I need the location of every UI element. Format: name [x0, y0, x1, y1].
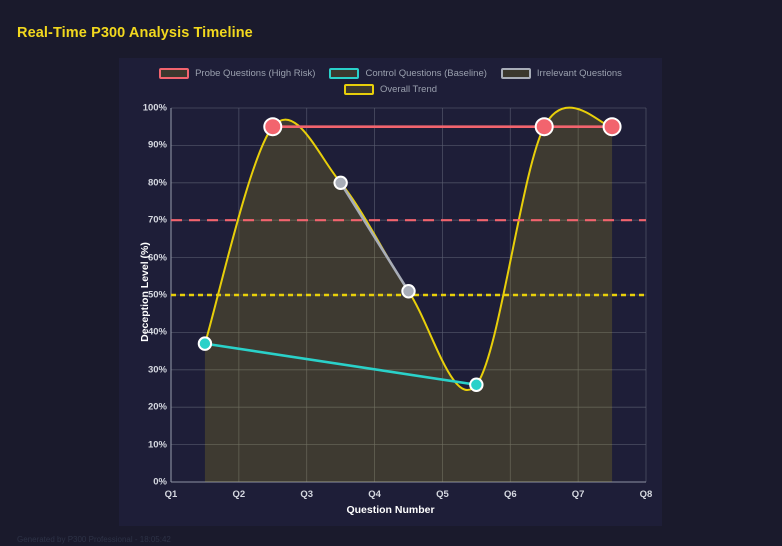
data-point-marker[interactable]: [263, 117, 283, 137]
data-point-marker[interactable]: [401, 284, 416, 299]
legend-item-label: Irrelevant Questions: [536, 68, 622, 79]
y-tick-label: 50%: [147, 289, 167, 301]
legend-swatch-icon: [329, 68, 360, 79]
x-tick-label: Q1: [164, 489, 178, 500]
data-point-marker[interactable]: [197, 336, 213, 351]
data-point-marker[interactable]: [469, 377, 484, 392]
data-point-marker[interactable]: [602, 117, 622, 137]
x-tick-label: Q8: [639, 489, 653, 500]
chart-legend: Probe Questions (High Risk) Control Quest…: [119, 68, 662, 95]
plot-area: 0% 10% 20% 30% 40% 50% 60% 70% 80% 90% 100% Q1 Q2 Q3…: [119, 58, 662, 526]
legend-swatch-icon: [159, 68, 190, 79]
x-tick-label: Q6: [503, 489, 517, 500]
x-tick-label: Q3: [300, 489, 314, 500]
data-point-marker[interactable]: [333, 175, 348, 191]
y-tick-label: 70%: [147, 214, 167, 226]
y-tick-label: 90%: [147, 139, 167, 151]
y-tick-label: 10%: [147, 439, 167, 451]
y-axis-title: Deception Level (%): [139, 242, 151, 342]
plot-svg: [170, 106, 647, 483]
x-tick-label: Q7: [571, 489, 585, 500]
legend-item[interactable]: Overall Trend: [343, 84, 438, 95]
x-tick-label: Q4: [368, 489, 381, 500]
data-point-marker[interactable]: [534, 117, 554, 137]
y-tick-label: 0%: [153, 476, 167, 488]
legend-item-label: Control Questions (Baseline): [365, 68, 487, 79]
y-axis-title-holder: Deception Level (%): [125, 58, 151, 526]
legend-item[interactable]: Irrelevant Questions: [500, 68, 622, 79]
x-tick-label: Q5: [436, 489, 449, 500]
legend-item[interactable]: Control Questions (Baseline): [329, 68, 487, 79]
legend-swatch-icon: [500, 68, 531, 79]
x-axis-ticks: Q1 Q2 Q3 Q4 Q5 Q6 Q7 Q8: [119, 58, 662, 526]
legend-item-label: Probe Questions (High Risk): [195, 68, 316, 79]
footer-text: Generated by P300 Professional - 18:05:4…: [17, 535, 171, 544]
y-tick-label: 80%: [147, 177, 167, 189]
y-axis-ticks: 0% 10% 20% 30% 40% 50% 60% 70% 80% 90% 100%: [119, 58, 167, 526]
y-tick-label: 100%: [142, 102, 167, 114]
y-tick-label: 20%: [147, 401, 167, 413]
series-line-control-questions-baseline: [203, 342, 478, 387]
y-tick-label: 30%: [147, 364, 167, 376]
series-line-irrelevant-questions: [339, 181, 410, 293]
chart-panel: Probe Questions (High Risk) Control Quest…: [119, 58, 662, 526]
page-title: Real-Time P300 Analysis Timeline: [17, 25, 253, 41]
legend-item-label: Overall Trend: [379, 84, 438, 95]
legend-item[interactable]: Probe Questions (High Risk): [159, 68, 315, 79]
y-tick-label: 60%: [147, 252, 167, 264]
x-tick-label: Q2: [232, 489, 246, 500]
y-tick-label: 40%: [147, 326, 167, 338]
legend-swatch-icon: [343, 84, 374, 95]
x-axis-title: Question Number: [346, 504, 435, 516]
